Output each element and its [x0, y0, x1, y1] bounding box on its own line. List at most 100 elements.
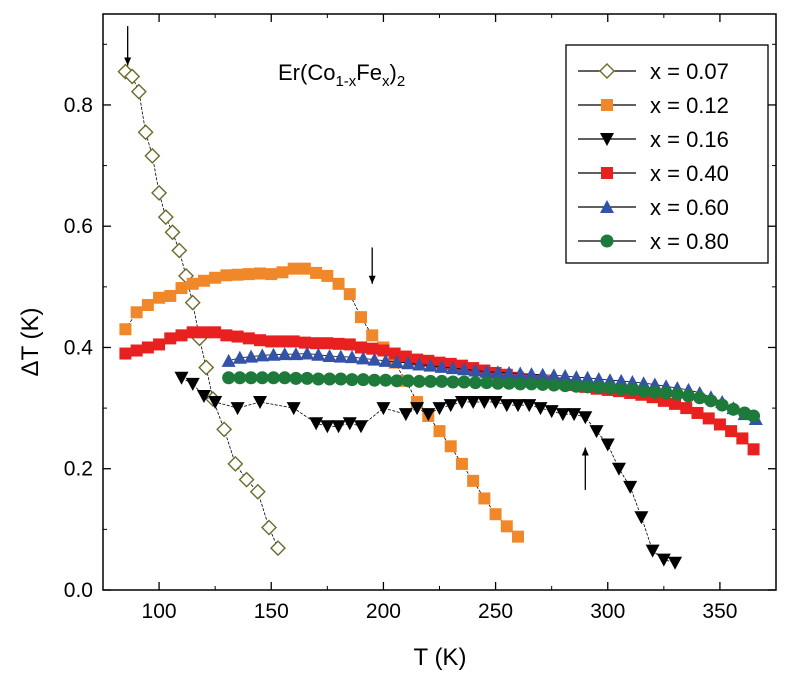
data-point	[611, 462, 626, 476]
data-point	[277, 347, 292, 361]
data-point	[423, 358, 438, 372]
data-point	[266, 347, 281, 361]
data-point	[221, 353, 236, 367]
data-point	[261, 519, 277, 536]
data-point	[343, 288, 356, 301]
data-point	[580, 370, 595, 384]
legend-label: x = 0.60	[650, 195, 729, 220]
data-point	[603, 381, 617, 395]
x-tick-label: 350	[702, 600, 737, 623]
data-point	[390, 374, 404, 388]
data-point	[249, 483, 266, 500]
data-point	[265, 335, 278, 348]
data-point	[298, 336, 311, 349]
data-point	[468, 363, 483, 377]
data-point	[119, 347, 132, 360]
data-point	[467, 474, 480, 487]
data-point	[321, 337, 334, 350]
data-point	[614, 373, 629, 387]
data-point	[488, 396, 503, 410]
data-point	[171, 242, 188, 259]
data-point	[445, 361, 460, 375]
y-tick-label: 0.2	[64, 458, 93, 481]
data-point	[569, 379, 583, 393]
legend-marker	[599, 63, 615, 79]
data-point	[141, 341, 154, 354]
data-point	[220, 329, 233, 342]
data-point	[255, 371, 269, 385]
data-point	[287, 262, 300, 275]
data-point	[153, 338, 166, 351]
data-point	[410, 402, 425, 416]
data-point	[197, 326, 210, 339]
data-point	[424, 374, 438, 388]
data-point	[356, 351, 371, 365]
data-point	[377, 344, 390, 357]
data-point	[670, 387, 684, 401]
x-tick-label: 200	[366, 600, 401, 623]
data-point	[379, 373, 393, 387]
data-point	[232, 350, 247, 364]
data-point	[298, 262, 311, 275]
legend-marker	[600, 200, 614, 213]
data-point	[668, 556, 683, 570]
data-point	[479, 364, 494, 378]
data-point	[151, 184, 168, 201]
data-point	[725, 425, 738, 438]
data-point	[454, 396, 469, 410]
data-point	[592, 380, 606, 394]
series-line	[181, 377, 676, 564]
data-point	[546, 368, 561, 382]
arrowhead	[124, 57, 132, 66]
data-point	[533, 402, 548, 416]
data-point	[119, 323, 132, 336]
data-point	[645, 544, 660, 558]
data-point	[412, 357, 427, 371]
data-point	[153, 291, 166, 304]
data-point	[311, 347, 326, 361]
data-point	[208, 396, 223, 410]
data-point	[323, 372, 337, 386]
data-point	[388, 347, 401, 360]
data-point	[366, 329, 379, 342]
data-point	[175, 329, 188, 342]
data-point	[130, 306, 143, 319]
data-point	[558, 368, 573, 382]
data-point	[389, 355, 404, 369]
legend-label: x = 0.40	[650, 161, 729, 186]
data-point	[354, 341, 367, 354]
data-point	[614, 382, 628, 396]
data-point	[244, 349, 259, 363]
data-point	[421, 408, 436, 422]
data-point	[524, 367, 539, 381]
data-point	[345, 373, 359, 387]
legend-label: x = 0.07	[650, 59, 729, 84]
data-point	[747, 443, 760, 456]
data-point	[254, 267, 267, 280]
data-point	[704, 394, 718, 408]
data-point	[164, 332, 177, 345]
data-point	[736, 432, 749, 445]
data-point	[544, 405, 559, 419]
data-point	[490, 365, 505, 379]
data-point	[253, 396, 268, 410]
data-point	[682, 389, 696, 403]
data-point	[186, 326, 199, 339]
data-point	[659, 386, 673, 400]
data-point	[141, 299, 154, 312]
data-point	[276, 335, 289, 348]
data-point	[332, 337, 345, 350]
data-point	[286, 402, 301, 416]
data-point	[480, 376, 494, 390]
data-point	[216, 421, 233, 438]
data-point	[444, 440, 457, 453]
data-point	[555, 408, 570, 422]
data-point	[367, 352, 382, 366]
data-point	[591, 372, 606, 386]
data-point	[589, 425, 604, 439]
data-point	[265, 268, 278, 281]
data-point	[186, 277, 199, 290]
y-tick-label: 0.0	[64, 579, 93, 602]
data-point	[502, 365, 517, 379]
legend-label: x = 0.80	[650, 229, 729, 254]
